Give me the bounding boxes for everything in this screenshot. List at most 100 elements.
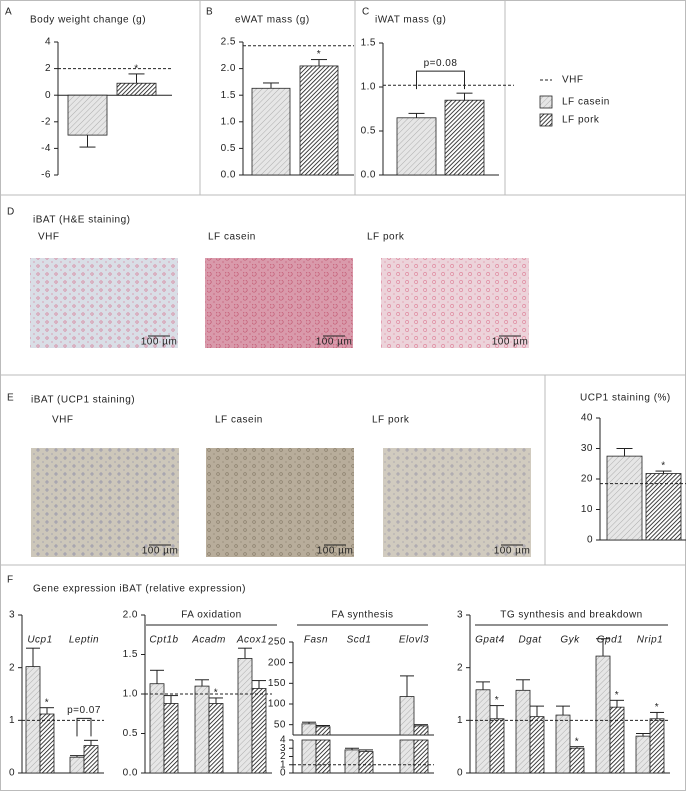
legend-label: VHF <box>562 75 584 86</box>
scale-bar-label: 100 µm <box>317 546 354 557</box>
bar-segment <box>39 713 55 774</box>
gene-label: Fasn <box>304 635 328 646</box>
bar <box>149 683 165 774</box>
bar-segment <box>301 723 317 736</box>
error-bar <box>476 681 490 690</box>
y-tick-label: 2.0 <box>123 610 138 621</box>
y-tick-label: 0 <box>45 90 51 101</box>
y-tick-label: 3 <box>9 610 15 621</box>
image-group-title: iBAT (H&E staining) <box>33 215 131 226</box>
bar-segment <box>609 706 625 774</box>
scale-bar-label: 100 µm <box>142 546 179 557</box>
bar-segment <box>163 703 179 774</box>
bar <box>399 696 415 774</box>
bar-segment <box>315 739 331 774</box>
chart-title: eWAT mass (g) <box>235 15 310 26</box>
gene-label: Acox1 <box>236 635 267 646</box>
gene-label: Nrip1 <box>637 635 663 646</box>
bar-segment <box>69 756 85 774</box>
image-label: VHF <box>52 415 74 426</box>
significance-mark: * <box>214 688 218 699</box>
y-tick-label: 2 <box>45 63 51 74</box>
bar <box>344 749 360 774</box>
scale-bar-label: 100 µm <box>494 546 531 557</box>
error-bar <box>195 679 209 687</box>
bar <box>315 726 331 774</box>
y-tick-label: 40 <box>581 413 593 424</box>
y-tick-label: 2 <box>457 662 463 673</box>
bar <box>299 65 339 176</box>
image-label: VHF <box>38 232 60 243</box>
error-bar <box>26 647 40 667</box>
y-tick-label: 1.0 <box>221 116 236 127</box>
error-bar <box>414 724 428 726</box>
bar-segment <box>116 82 157 96</box>
panel-letter: C <box>362 7 370 18</box>
bar-segment <box>67 94 108 136</box>
panel-letter: B <box>206 7 213 18</box>
bar <box>67 94 108 136</box>
error-bar <box>150 669 164 684</box>
y-tick-label: 3 <box>280 743 286 754</box>
error-bar <box>302 721 316 724</box>
y-tick-label: 150 <box>268 678 286 689</box>
y-tick-label: 20 <box>581 474 593 485</box>
error-bar <box>490 705 504 719</box>
y-tick-label: 0.5 <box>123 728 138 739</box>
bar-segment <box>315 726 331 736</box>
y-tick-label: 1.0 <box>123 689 138 700</box>
error-bar <box>209 697 223 704</box>
y-tick-label: 100 <box>268 699 286 710</box>
bar-segment <box>645 473 682 541</box>
y-tick-label: 0.5 <box>361 126 376 137</box>
image-label: LF casein <box>208 232 256 243</box>
error-bar <box>655 470 672 474</box>
bar-segment <box>399 696 415 736</box>
bar-segment <box>208 703 224 774</box>
bar <box>237 658 253 774</box>
bar-segment <box>595 655 611 774</box>
bar <box>208 703 224 774</box>
gene-label: Elovl3 <box>399 635 429 646</box>
scale-bar-label: 100 µm <box>316 337 353 348</box>
bar-segment <box>237 658 253 774</box>
bar-segment <box>635 735 651 774</box>
error-bar <box>70 755 84 758</box>
bar <box>39 713 55 774</box>
error-bar <box>408 112 425 118</box>
y-tick-label: 2.5 <box>221 37 236 48</box>
y-tick-label: 3 <box>457 610 463 621</box>
error-bar <box>164 695 178 704</box>
image-label: LF pork <box>372 415 410 426</box>
error-bar <box>610 699 624 708</box>
bar-segment <box>344 749 360 774</box>
bar <box>595 655 611 774</box>
error-bar <box>650 711 664 719</box>
scale-bar-label: 100 µm <box>141 337 178 348</box>
gene-label: Cpt1b <box>149 635 178 646</box>
error-bar <box>79 135 96 148</box>
panel-letter: E <box>7 393 14 404</box>
bar <box>194 685 210 774</box>
bar-segment <box>606 455 643 541</box>
group-title: FA synthesis <box>331 610 393 621</box>
legend-swatch <box>539 113 553 127</box>
panel-letter: D <box>7 207 15 218</box>
micrograph <box>381 258 529 348</box>
significance-mark: * <box>661 461 665 472</box>
bar-segment <box>299 65 339 176</box>
significance-mark: * <box>317 49 321 60</box>
error-bar <box>570 746 584 749</box>
bar <box>529 716 545 774</box>
y-tick-label: 0 <box>587 535 593 546</box>
micrograph <box>30 258 178 348</box>
y-tick-label: 50 <box>274 719 286 730</box>
bar-segment <box>251 688 267 774</box>
bar <box>635 735 651 774</box>
y-tick-label: 0.5 <box>221 143 236 154</box>
y-tick-label: 200 <box>268 657 286 668</box>
bar <box>116 82 157 96</box>
chart-title: Body weight change (g) <box>30 15 146 26</box>
error-bar <box>636 733 650 737</box>
bar-segment <box>83 745 99 774</box>
